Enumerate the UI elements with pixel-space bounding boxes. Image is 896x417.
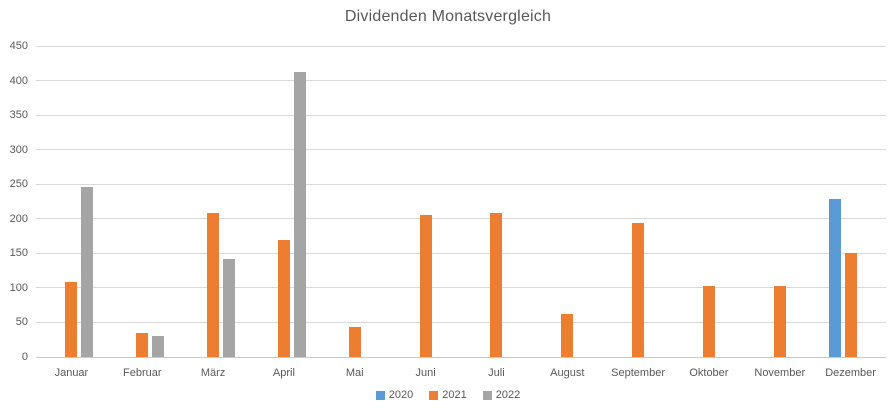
bar-2021-november[interactable] <box>773 285 786 357</box>
gridline <box>36 183 886 185</box>
y-tick-label: 450 <box>9 40 28 52</box>
bar-2022-märz[interactable] <box>223 258 236 357</box>
bar-2021-juli[interactable] <box>490 213 503 357</box>
x-tick-label-dezember: Dezember <box>825 367 876 379</box>
legend-label-2021: 2021 <box>442 389 467 401</box>
bar-2021-mai[interactable] <box>348 326 361 357</box>
gridline <box>36 252 886 254</box>
legend-item-2020[interactable]: 2020 <box>375 389 414 401</box>
x-tick-label-januar: Januar <box>54 367 89 379</box>
bar-2021-dezember[interactable] <box>844 253 857 357</box>
legend-swatch-2020 <box>375 390 385 400</box>
x-tick-label-november: November <box>754 367 806 379</box>
bar-2022-januar[interactable] <box>81 186 94 357</box>
x-tick-label-august: August <box>550 367 585 379</box>
x-tick-label-juli: Juli <box>488 367 505 379</box>
y-tick-label: 300 <box>9 143 28 156</box>
bar-2021-februar[interactable] <box>136 332 149 357</box>
legend-swatch-2022 <box>482 390 492 400</box>
y-tick-label: 50 <box>15 316 28 329</box>
y-tick-label: 200 <box>9 212 28 225</box>
bar-2021-märz[interactable] <box>207 213 220 357</box>
legend-item-2022[interactable]: 2022 <box>482 389 521 401</box>
x-tick-label-oktober: Oktober <box>689 367 729 379</box>
y-tick-label: 400 <box>9 74 28 87</box>
gridline <box>36 287 886 289</box>
x-tick-label-juni: Juni <box>415 367 436 379</box>
bar-2020-dezember[interactable] <box>828 199 841 357</box>
bar-2021-juni[interactable] <box>419 215 432 357</box>
y-tick-label: 350 <box>9 109 28 122</box>
bar-2021-april[interactable] <box>277 239 290 357</box>
y-tick-label: 150 <box>9 247 28 260</box>
bar-2022-april[interactable] <box>293 71 306 357</box>
gridline <box>36 80 886 82</box>
legend-item-2021[interactable]: 2021 <box>429 389 467 401</box>
bar-2021-oktober[interactable] <box>702 285 715 357</box>
y-tick-label: 0 <box>21 351 28 363</box>
legend-label-2020: 2020 <box>388 389 414 401</box>
bar-2022-februar[interactable] <box>152 335 165 357</box>
bar-2021-august[interactable] <box>561 314 574 357</box>
gridline <box>36 149 886 151</box>
y-tick-label: 100 <box>9 281 28 294</box>
bar-2021-september[interactable] <box>632 222 645 357</box>
chart-title: Dividenden Monatsvergleich <box>344 8 552 25</box>
x-tick-label-april: April <box>272 367 295 379</box>
x-tick-label-mai: Mai <box>345 367 364 379</box>
gridline <box>36 45 886 47</box>
gridline <box>36 218 886 220</box>
legend: 2020 2021 2022 <box>0 389 896 401</box>
x-tick-label-september: September <box>611 367 665 379</box>
legend-label-2022: 2022 <box>495 389 521 401</box>
y-tick-label: 250 <box>9 178 28 191</box>
bar-2021-januar[interactable] <box>65 281 78 357</box>
x-tick-label-märz: März <box>200 367 226 379</box>
legend-swatch-2021 <box>429 390 439 400</box>
gridline <box>36 321 886 323</box>
x-axis-line <box>36 356 886 358</box>
x-tick-label-februar: Februar <box>122 367 162 379</box>
gridline <box>36 114 886 116</box>
